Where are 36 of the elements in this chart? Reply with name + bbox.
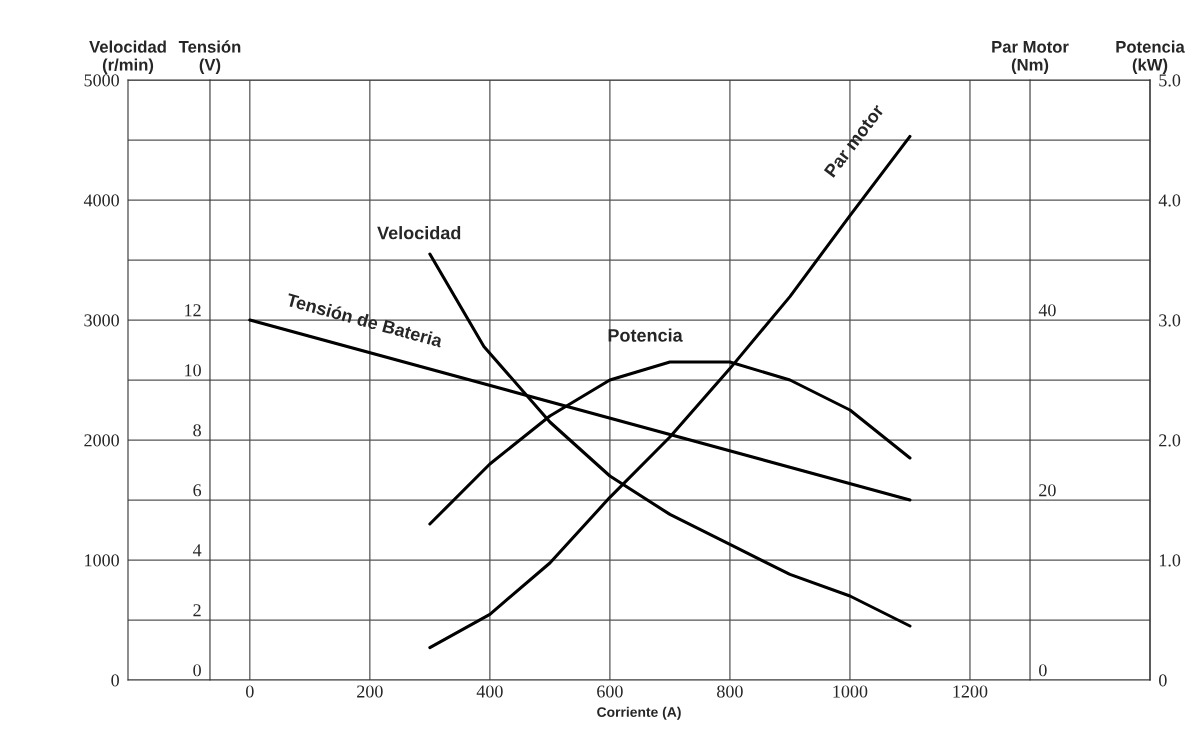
y-tick-label: 5000 — [84, 74, 119, 87]
series-label: Velocidad — [377, 226, 461, 240]
y-tick-label: 0 — [193, 664, 201, 677]
y-tick-label: 8 — [193, 424, 201, 437]
y3-tick-label: 0 — [1039, 664, 1047, 677]
text: Tensión de Bateria — [285, 292, 444, 348]
y2-tick-label: 0 — [1159, 674, 1167, 687]
x-tick-label: 600 — [597, 685, 623, 698]
x-tick-label: 0 — [246, 685, 254, 698]
y-axis-title: Tensión (V) — [178, 40, 241, 74]
y-tick-label: 10 — [185, 364, 201, 377]
x-axis-title: Corriente (A) — [597, 706, 681, 720]
y-tick-label: 3000 — [84, 314, 119, 327]
x-tick-label: 1000 — [833, 685, 868, 698]
y-tick-label: 1000 — [85, 554, 119, 567]
y2-tick-label: 2.0 — [1159, 434, 1181, 447]
x-tick-label: 1200 — [953, 685, 988, 698]
y-tick-label: 4 — [192, 544, 202, 557]
y2-tick-label: 5.0 — [1159, 74, 1181, 87]
y-tick-label: 12 — [185, 304, 201, 317]
x-tick-label: 200 — [357, 685, 383, 698]
x-tick-label: 800 — [717, 685, 743, 698]
y3-tick-label: 40 — [1038, 304, 1056, 317]
y3-tick-label: 20 — [1039, 484, 1056, 497]
y2-tick-label: 4.0 — [1158, 194, 1181, 207]
y-tick-label: 6 — [193, 484, 202, 497]
x-tick-label: 400 — [476, 685, 503, 698]
y3-axis-title: Par Motor (Nm) — [992, 41, 1069, 74]
y2-tick-label: 3.0 — [1159, 314, 1181, 327]
y-tick-label: 2000 — [84, 434, 119, 447]
y-tick-label: 4000 — [83, 194, 119, 207]
y-axis-title: Velocidad (r/min) — [89, 40, 166, 74]
y-tick-label: 0 — [111, 674, 119, 687]
y2-axis-title: Potencia (kW) — [1116, 40, 1185, 74]
y2-tick-label: 1.0 — [1159, 554, 1181, 567]
y-tick-label: 2 — [193, 604, 201, 617]
